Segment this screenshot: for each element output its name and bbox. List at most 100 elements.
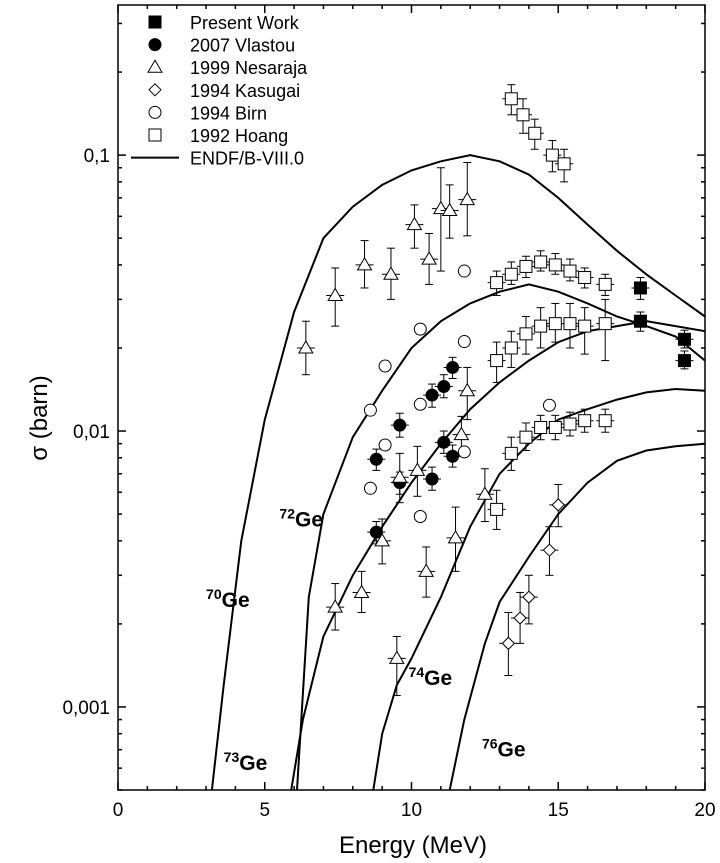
legend-label: 1992 Hoang (190, 126, 288, 146)
x-axis-title: Energy (MeV) (339, 832, 487, 859)
data-point-1999-nesaraja (327, 287, 344, 301)
data-point-1999-nesaraja (409, 462, 426, 476)
x-tick-label: 0 (113, 800, 124, 821)
isotope-label-73ge: 73Ge (224, 749, 268, 775)
legend-item: Present Work (148, 13, 300, 33)
data-point-1994-kasugai (551, 498, 565, 512)
legend-marker (148, 83, 162, 97)
data-point-1992-hoang (578, 271, 592, 285)
series-1999-nesaraja (296, 162, 494, 697)
data-point-1999-nesaraja (441, 202, 458, 216)
data-point-1994-birn (413, 510, 427, 524)
data-point-1992-hoang (578, 414, 592, 428)
y-axis-title: σ (barn) (26, 375, 53, 461)
data-point-1999-nesaraja (459, 191, 476, 206)
y-tick-label: 0,001 (62, 698, 110, 719)
series-present-work (631, 277, 694, 370)
data-point-2007-vlastou (369, 452, 383, 466)
isotope-label-74ge: 74Ge (409, 664, 453, 690)
data-point-1992-hoang (490, 276, 504, 290)
data-point-1999-nesaraja (374, 532, 391, 547)
data-point-1999-nesaraja (327, 599, 344, 613)
legend-label: Present Work (190, 13, 300, 33)
x-tick-label: 5 (259, 800, 270, 821)
data-point-1992-hoang (534, 420, 548, 434)
data-point-1994-birn (363, 403, 377, 417)
data-point-1994-birn (378, 438, 392, 452)
data-point-1999-nesaraja (447, 529, 464, 544)
legend-label: 2007 Vlastou (190, 36, 295, 56)
endf-curves (210, 154, 706, 791)
series-2007-vlastou (367, 356, 462, 545)
data-point-1992-hoang (519, 259, 533, 273)
legend-marker (147, 59, 163, 73)
data-point-1999-nesaraja (477, 486, 493, 500)
data-point-1999-nesaraja (356, 256, 373, 271)
data-point-1992-hoang (534, 255, 548, 269)
data-point-2007-vlastou (437, 435, 451, 449)
data-point-1994-birn (457, 445, 471, 459)
endf-curve-70ge (210, 154, 706, 791)
data-point-1992-hoang (598, 277, 612, 291)
data-point-1992-hoang (545, 148, 559, 162)
legend-item: 1999 Nesaraja (147, 58, 308, 78)
data-point-1992-hoang (548, 258, 562, 272)
data-point-2007-vlastou (425, 388, 439, 402)
data-point-2007-vlastou (446, 449, 460, 463)
legend-item: 1994 Kasugai (148, 81, 300, 101)
data-point-1992-hoang (534, 319, 548, 333)
y-tick-label: 0,01 (73, 422, 110, 443)
data-point-1992-hoang (516, 108, 530, 122)
isotope-labels: 70Ge 72Ge 73Ge 74Ge 76Ge (206, 506, 525, 775)
data-point-1994-kasugai (542, 543, 557, 557)
isotope-label-70ge: 70Ge (206, 586, 250, 612)
data-point-1994-birn (457, 264, 471, 278)
data-point-1992-hoang (519, 430, 533, 444)
data-point-1992-hoang (504, 446, 518, 460)
data-point-1999-nesaraja (453, 426, 470, 441)
data-point-present-work (633, 281, 647, 295)
legend-item: ENDF/B-VIII.0 (131, 149, 304, 169)
data-point-1999-nesaraja (406, 216, 423, 231)
data-point-1992-hoang (598, 317, 612, 331)
legend-marker (148, 128, 162, 142)
legend-item: 2007 Vlastou (148, 36, 295, 56)
x-tick-label: 10 (401, 800, 422, 821)
data-point-1999-nesaraja (297, 339, 314, 354)
data-point-present-work (677, 354, 691, 368)
data-point-1992-hoang (557, 157, 571, 171)
data-point-1999-nesaraja (388, 650, 405, 664)
axes: 0 5 10 15 20 0,001 0,01 0,1 (62, 4, 716, 821)
data-point-1999-nesaraja (383, 266, 399, 280)
data-point-1992-hoang (519, 327, 533, 341)
endf-curve-73ge (290, 320, 706, 791)
data-point-1994-kasugai (522, 590, 536, 604)
data-point-1999-nesaraja (421, 251, 437, 265)
data-point-1992-hoang (490, 502, 504, 516)
data-point-1994-kasugai (501, 636, 516, 651)
isotope-label-76ge: 76Ge (482, 736, 526, 762)
data-point-1999-nesaraja (391, 469, 408, 483)
data-point-1994-birn (378, 359, 392, 373)
data-point-1994-birn (363, 481, 377, 495)
isotope-label-72ge: 72Ge (279, 506, 323, 532)
series-1994-birn (363, 264, 556, 524)
data-point-1992-hoang (504, 92, 518, 106)
data-point-1992-hoang (578, 319, 592, 333)
legend-label: 1994 Kasugai (190, 81, 300, 101)
data-point-1992-hoang (504, 267, 518, 281)
data-point-1992-hoang (528, 126, 542, 140)
legend-marker (148, 15, 162, 29)
data-point-1992-hoang (563, 317, 577, 331)
data-point-1992-hoang (490, 354, 504, 368)
data-point-1994-birn (413, 397, 427, 411)
legend-label: ENDF/B-VIII.0 (190, 149, 304, 169)
series-1992-hoang (487, 84, 615, 530)
series-1994-kasugai (499, 484, 568, 677)
data-point-1992-hoang (563, 417, 577, 431)
data-point-1999-nesaraja (418, 563, 435, 577)
data-point-1994-birn (542, 398, 556, 412)
x-tick-label: 20 (694, 800, 715, 821)
